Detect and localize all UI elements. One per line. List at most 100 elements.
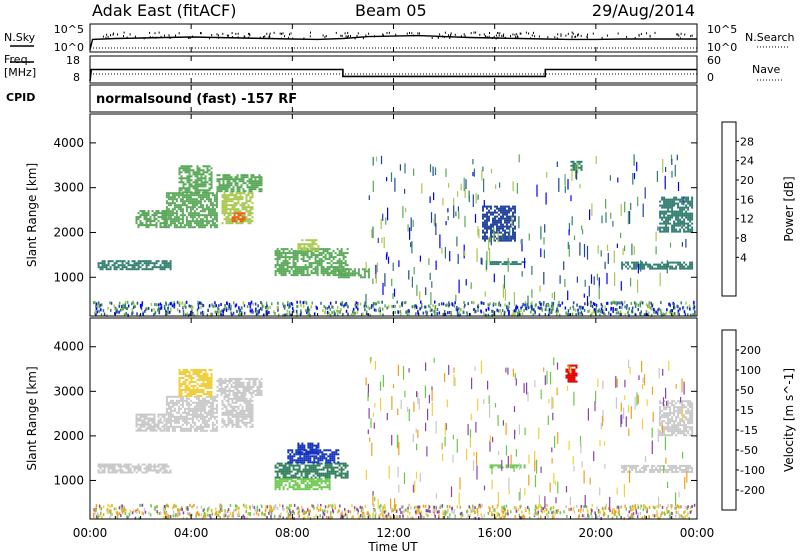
velocity-cell	[279, 465, 281, 467]
velocity-cell	[212, 430, 214, 432]
power-cell	[259, 174, 261, 176]
power-cell	[114, 268, 116, 270]
power-cell	[635, 262, 637, 264]
power-scatter	[603, 312, 605, 315]
velocity-cell	[327, 471, 329, 473]
velocity-cell	[301, 449, 303, 451]
power-cell	[502, 228, 504, 230]
power-cell	[211, 187, 213, 189]
nsky-point	[503, 35, 504, 37]
power-cell	[285, 256, 287, 258]
power-scatter	[269, 306, 271, 309]
velocity-cell	[200, 424, 202, 426]
power-cell	[261, 182, 263, 184]
power-cell	[164, 224, 166, 226]
velocity-cell	[108, 464, 110, 466]
power-cell	[233, 180, 235, 182]
power-scatter	[233, 312, 235, 315]
power-cell	[106, 266, 108, 268]
power-cell	[313, 247, 315, 249]
velocity-cell	[311, 451, 313, 453]
power-cell	[261, 180, 263, 182]
power-cell	[198, 194, 200, 196]
power-cell	[170, 196, 172, 198]
power-scatter	[378, 301, 380, 304]
power-streak	[488, 237, 489, 250]
power-cell	[673, 268, 675, 270]
power-cell	[202, 226, 204, 228]
velocity-cell	[183, 377, 185, 379]
power-scatter	[224, 304, 226, 307]
velocity-cell	[329, 471, 331, 473]
power-cell	[490, 232, 492, 234]
power-scatter	[185, 306, 187, 309]
power-scatter	[197, 312, 199, 315]
velocity-cell	[321, 455, 323, 457]
velocity-cell	[222, 412, 224, 414]
power-streak	[411, 241, 412, 253]
power-cell	[315, 260, 317, 262]
power-cell	[492, 214, 494, 216]
power-scatter	[121, 305, 123, 308]
power-cell	[277, 248, 279, 250]
power-cell	[677, 203, 679, 205]
power-cell	[110, 260, 112, 262]
velocity-cell	[204, 412, 206, 414]
power-cell	[206, 224, 208, 226]
power-cell	[281, 248, 283, 250]
power-scatter	[640, 313, 642, 316]
power-scatter	[439, 312, 441, 315]
power-cell	[158, 210, 160, 212]
power-cell	[669, 268, 671, 270]
velocity-cell	[201, 377, 203, 379]
power-streak	[518, 216, 519, 228]
nsky-point	[475, 32, 476, 34]
velocity-cell	[315, 467, 317, 469]
velocity-cell	[289, 469, 291, 471]
power-cell	[653, 268, 655, 270]
velocity-cell	[193, 381, 195, 383]
velocity-cell	[257, 392, 259, 394]
velocity-cell	[279, 478, 281, 480]
power-scatter	[255, 303, 257, 306]
power-cell	[219, 182, 221, 184]
power-cell	[303, 256, 305, 258]
velocity-cell	[253, 392, 255, 394]
velocity-cell	[228, 412, 230, 414]
power-scatter	[258, 311, 260, 314]
velocity-cell	[192, 426, 194, 428]
power-cell	[633, 264, 635, 266]
power-cell	[242, 218, 244, 220]
power-cell	[659, 215, 661, 217]
velocity-cell	[283, 488, 285, 490]
velocity-cell	[158, 422, 160, 424]
velocity-cell	[176, 404, 178, 406]
power-scatter	[497, 309, 499, 312]
power-cell	[148, 224, 150, 226]
velocity-cell	[317, 457, 319, 459]
velocity-cell	[325, 449, 327, 451]
power-cell	[297, 268, 299, 270]
power-cell	[287, 256, 289, 258]
velocity-cell	[202, 404, 204, 406]
power-cell	[331, 260, 333, 262]
power-cell	[156, 224, 158, 226]
velocity-cell	[184, 410, 186, 412]
power-cell	[199, 179, 201, 181]
power-scatter	[154, 312, 156, 315]
power-cell	[685, 207, 687, 209]
velocity-cell	[181, 373, 183, 375]
power-cell	[221, 190, 223, 192]
velocity-cell	[275, 480, 277, 482]
power-cell	[657, 268, 659, 270]
power-cell	[237, 188, 239, 190]
power-cell	[237, 184, 239, 186]
power-cell	[181, 175, 183, 177]
velocity-cell	[243, 382, 245, 384]
power-cell	[120, 260, 122, 262]
velocity-cell	[291, 459, 293, 461]
power-cell	[231, 176, 233, 178]
velocity-cell	[224, 422, 226, 424]
power-cell	[250, 196, 252, 198]
power-cell	[164, 210, 166, 212]
